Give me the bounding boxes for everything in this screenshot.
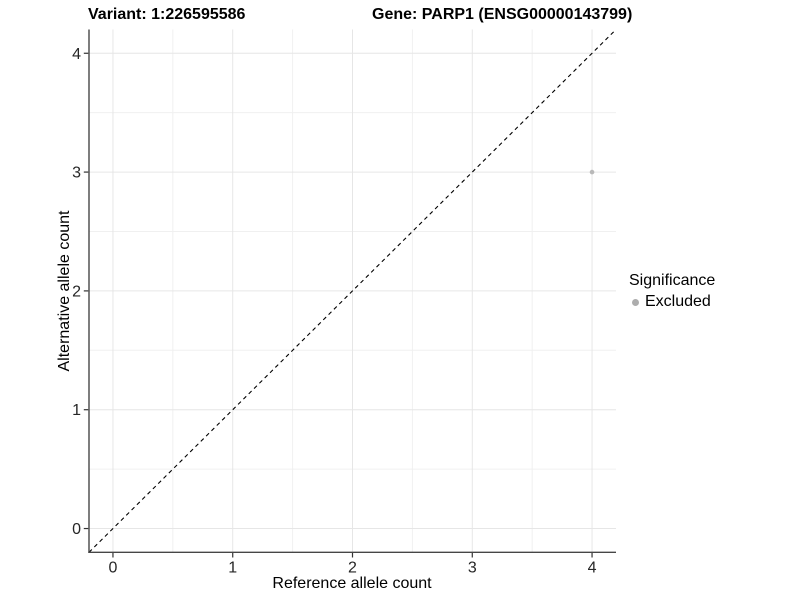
legend-entry-label: Excluded	[645, 293, 711, 310]
y-tick-label: 2	[72, 283, 81, 300]
y-tick-label: 1	[72, 402, 81, 419]
gene-title: Gene: PARP1 (ENSG00000143799)	[372, 6, 633, 23]
x-tick-label: 3	[468, 559, 477, 576]
x-tick-label: 0	[109, 559, 118, 576]
x-tick-label: 2	[348, 559, 357, 576]
legend-entry-excluded: Excluded	[629, 292, 715, 312]
variant-title: Variant: 1:226595586	[88, 6, 246, 23]
y-tick-label: 3	[72, 165, 81, 182]
y-tick-label: 0	[72, 521, 81, 538]
y-tick-label: 4	[72, 46, 81, 63]
data-point-excluded	[589, 169, 595, 175]
x-tick-label: 4	[588, 559, 597, 576]
identity-dashed-line	[88, 29, 617, 553]
x-axis-title: Reference allele count	[272, 575, 432, 592]
excluded-point-icon	[632, 298, 639, 306]
legend: Significance Excluded	[629, 271, 715, 312]
legend-title: Significance	[629, 272, 716, 289]
y-axis-title: Alternative allele count	[56, 210, 73, 372]
x-tick-label: 1	[228, 559, 237, 576]
